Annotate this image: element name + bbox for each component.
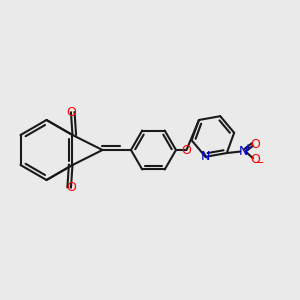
Text: O: O xyxy=(66,181,76,194)
Text: N: N xyxy=(238,145,248,158)
Text: O: O xyxy=(250,153,260,167)
Text: O: O xyxy=(182,143,191,157)
Text: +: + xyxy=(244,143,251,153)
Text: N: N xyxy=(201,150,210,163)
Text: −: − xyxy=(254,158,264,168)
Text: O: O xyxy=(250,137,260,151)
Text: O: O xyxy=(66,106,76,119)
